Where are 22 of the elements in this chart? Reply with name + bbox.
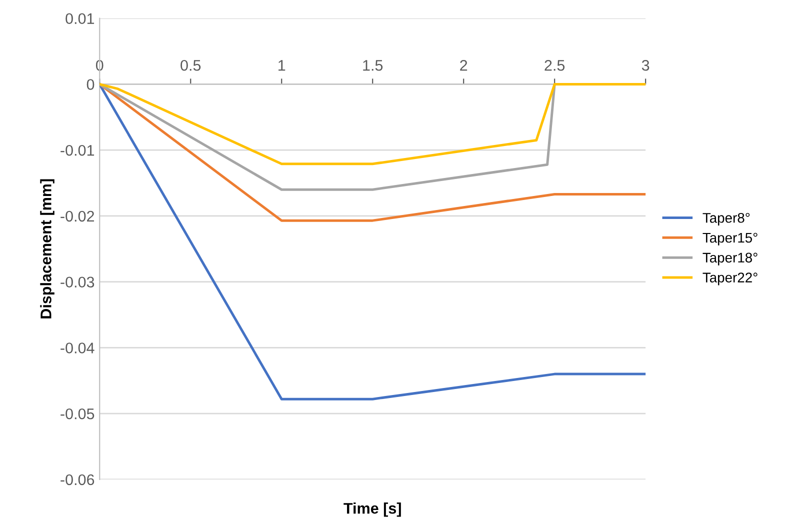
y-tick-label: 0 <box>86 79 94 90</box>
legend-label: Taper15° <box>702 232 758 246</box>
y-tick-label: -0.04 <box>60 342 94 354</box>
x-axis-title: Time [s] <box>344 502 401 517</box>
x-tick-label: 2.5 <box>544 60 565 71</box>
x-tick-label: 3 <box>642 60 650 71</box>
y-tick-label: -0.03 <box>60 276 94 288</box>
legend-label: Taper8° <box>702 212 750 226</box>
line-series <box>100 82 646 166</box>
y-tick-label: -0.01 <box>60 144 94 156</box>
x-tick-label: 0.5 <box>180 60 201 71</box>
y-tick-label: 0.01 <box>66 13 94 24</box>
y-tick-label: -0.05 <box>60 408 94 420</box>
x-tick-label: 1 <box>278 60 286 71</box>
x-tick-label: 1.5 <box>363 60 383 71</box>
x-tick-label: 0 <box>96 60 104 71</box>
y-axis-title: Displacement [mm] <box>40 179 54 318</box>
legend-label: Taper18° <box>702 252 758 266</box>
y-tick-label: -0.02 <box>60 210 94 222</box>
legend-label: Taper22° <box>702 272 758 286</box>
x-tick-label: 2 <box>460 60 468 71</box>
y-tick-label: -0.06 <box>60 474 94 486</box>
